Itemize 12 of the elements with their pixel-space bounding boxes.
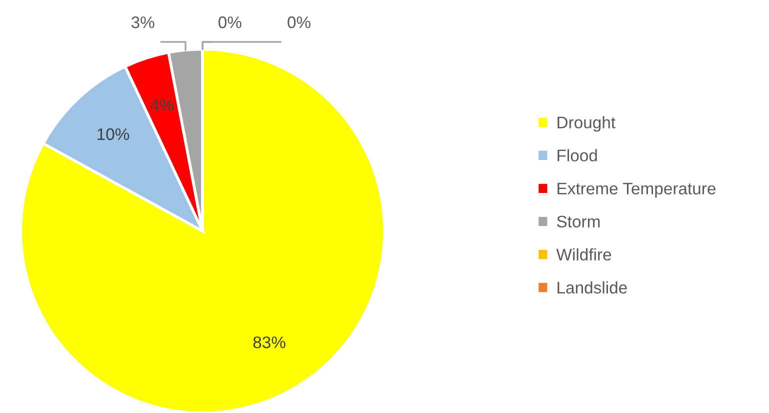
legend-label: Flood: [558, 149, 597, 162]
data-label: 3%: [131, 16, 154, 28]
legend-label: Wildfire: [556, 248, 612, 261]
legend-label: Storm: [557, 216, 600, 228]
data-label: 83%: [253, 336, 286, 348]
text: 0%: [218, 16, 242, 28]
text: 0%: [288, 16, 310, 28]
data-label: 10%: [98, 128, 130, 140]
legend-label: Drought: [558, 116, 616, 132]
legend-label: Landslide: [558, 281, 627, 294]
data-label: 4%: [150, 99, 174, 111]
legend-label: Extreme Temperature: [558, 182, 716, 198]
